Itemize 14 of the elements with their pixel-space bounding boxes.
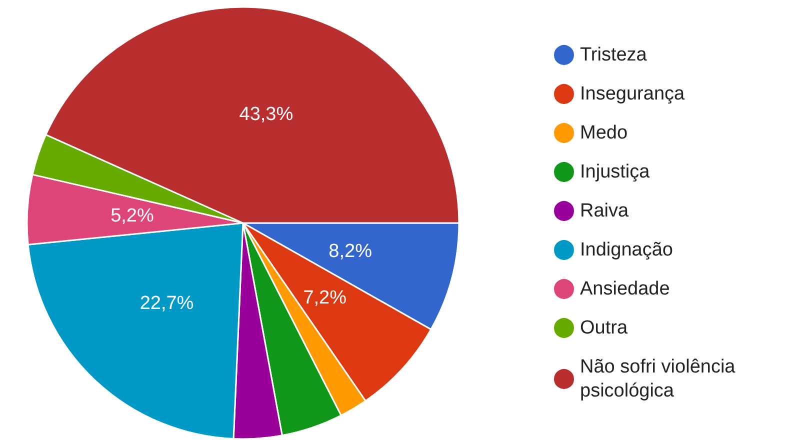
legend-label: Injustiça [580, 162, 650, 182]
legend-label: Raiva [580, 200, 630, 222]
data-label: 8,2% [328, 240, 372, 262]
legend-label: Outra [580, 318, 628, 338]
data-label: 5,2% [110, 206, 154, 227]
data-label: 43,3% [239, 104, 294, 125]
data-label: 22,7% [140, 293, 194, 314]
legend-label: Não sofri violência psicológica [580, 356, 741, 402]
legend-label: Insegurança [580, 84, 686, 104]
legend-label: Ansiedade [580, 278, 670, 300]
legend-label: Medo [580, 122, 628, 144]
legend-label: Indignação [580, 240, 673, 260]
data-label: 7,2% [303, 287, 347, 308]
legend-label: Tristeza [580, 44, 648, 66]
